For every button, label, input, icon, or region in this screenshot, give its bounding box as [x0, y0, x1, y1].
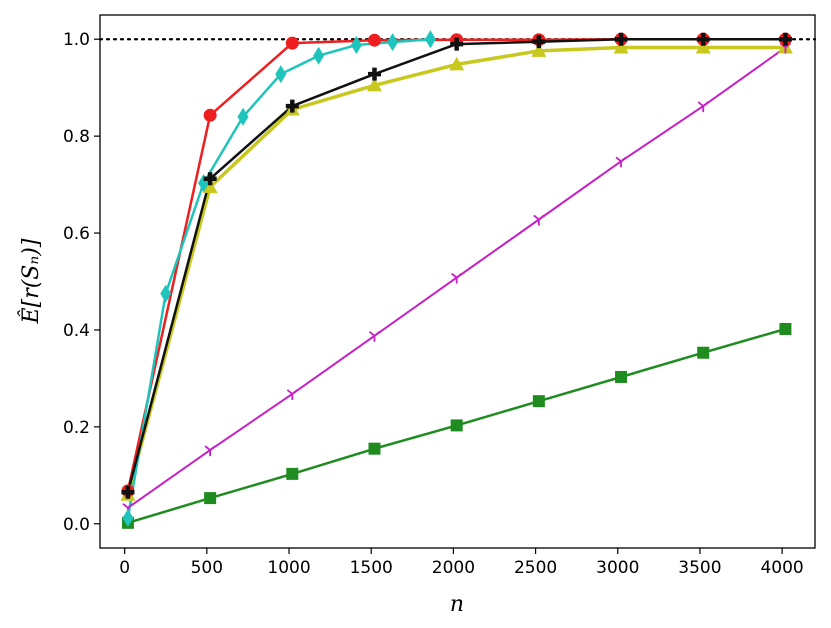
- data-point: [121, 485, 135, 499]
- data-point: [350, 36, 362, 55]
- data-point: [451, 272, 463, 284]
- axis-layer: 0 500 1000 1500 2000 2500 3000 3500 4000 0.0 0.2 0.…: [63, 30, 804, 578]
- x-tick-label: 1000: [267, 558, 310, 578]
- data-point: [450, 37, 464, 51]
- data-point: [237, 107, 249, 126]
- x-tick-label: 2500: [514, 558, 557, 578]
- data-point: [532, 35, 546, 49]
- data-point: [615, 370, 628, 383]
- x-tick-label: 3000: [596, 558, 639, 578]
- x-tick-label: 0: [119, 558, 130, 578]
- data-point: [285, 36, 299, 50]
- y-tick-label: 0.4: [63, 321, 90, 341]
- plot-frame: [99, 14, 816, 549]
- data-point: [614, 32, 628, 46]
- y-axis-label: Ê[r(Sₙ)]: [17, 238, 44, 324]
- data-point: [613, 39, 629, 54]
- data-point: [615, 156, 627, 168]
- data-point: [531, 43, 547, 57]
- data-point: [204, 492, 217, 505]
- y-tick-label: 1.0: [63, 30, 90, 50]
- data-point: [424, 30, 436, 49]
- data-point: [695, 39, 711, 54]
- data-point: [204, 445, 216, 457]
- data-point: [367, 33, 381, 47]
- data-point: [286, 389, 298, 400]
- data-point: [122, 508, 134, 527]
- data-point: [368, 442, 381, 455]
- data-point: [203, 172, 217, 186]
- data-point: [275, 65, 287, 84]
- data-point: [368, 331, 381, 342]
- x-tick-label: 4000: [760, 558, 803, 578]
- x-tick-label: 1500: [350, 558, 393, 578]
- x-tick-label: 2000: [432, 558, 475, 578]
- data-point: [696, 32, 710, 46]
- data-point: [450, 419, 463, 432]
- y-tick-label: 0.6: [63, 224, 90, 244]
- data-point: [449, 56, 465, 71]
- data-point: [160, 284, 172, 303]
- data-point: [313, 46, 325, 65]
- y-tick-label: 0.2: [63, 418, 90, 438]
- data-point: [367, 67, 381, 81]
- data-point: [779, 322, 792, 335]
- data-point: [366, 77, 382, 92]
- data-point: [286, 467, 299, 480]
- marker-layer: [120, 30, 793, 529]
- data-point: [202, 179, 218, 194]
- data-point: [203, 108, 217, 122]
- y-tick-label: 0.0: [63, 515, 90, 535]
- y-tick-label: 0.8: [63, 127, 90, 147]
- data-point: [778, 32, 792, 46]
- data-point: [532, 395, 545, 408]
- data-point: [285, 99, 299, 113]
- data-point: [697, 101, 709, 113]
- data-point: [533, 214, 545, 226]
- x-axis-label: n: [450, 592, 464, 617]
- x-tick-label: 500: [191, 558, 223, 578]
- data-point: [387, 33, 399, 52]
- data-point: [697, 346, 710, 359]
- x-tick-label: 3500: [678, 558, 721, 578]
